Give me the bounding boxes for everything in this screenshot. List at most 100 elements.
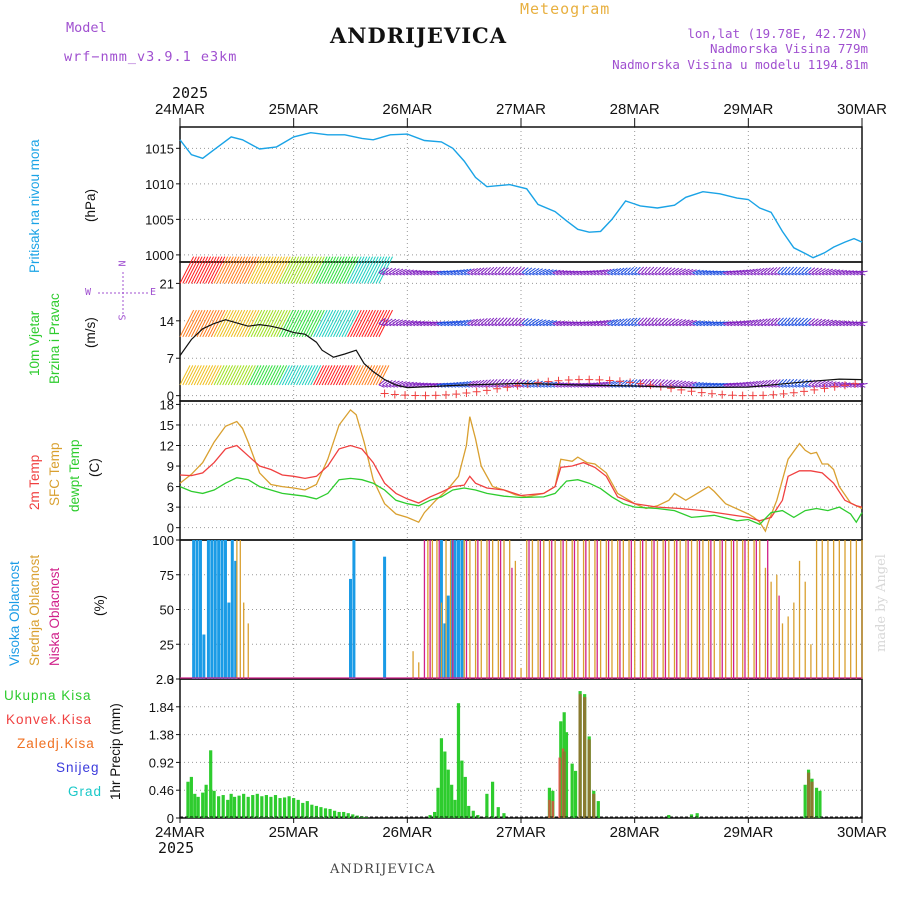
cloud-bar [787, 616, 789, 679]
wind-barb [566, 384, 573, 388]
precip-bar-mixed [578, 694, 582, 818]
wind-barb [335, 365, 347, 386]
wind-barb [716, 321, 725, 324]
wind-barb [264, 365, 276, 386]
wind-barb [399, 272, 406, 276]
wind-barb [620, 267, 628, 274]
precip-bar [310, 804, 314, 818]
wind-barb [607, 323, 614, 327]
wind-barb [750, 380, 758, 386]
cloud-bar [755, 540, 757, 679]
wind-barb [730, 382, 739, 386]
wind-barb [261, 365, 273, 386]
wind-barb [791, 384, 798, 388]
wind-barb [644, 272, 651, 276]
wind-barb [273, 256, 288, 284]
wind-barb [416, 382, 425, 386]
wind-barb [695, 382, 704, 386]
wind-barb [484, 267, 491, 274]
wind-barb [641, 266, 648, 274]
wind-barb [787, 378, 795, 386]
wind-barb [426, 270, 435, 274]
wind-barb [310, 309, 325, 338]
wind-barb [273, 309, 288, 338]
wind-barb [253, 365, 265, 386]
wind-barb [484, 317, 491, 324]
cloud-bar [562, 540, 564, 679]
wind-gust-marker [820, 384, 829, 393]
wind-barb [716, 382, 725, 386]
wind-barb [845, 321, 854, 324]
wind-barb [556, 270, 565, 274]
wind-barb [774, 384, 781, 388]
y-tick-label: 3 [167, 500, 174, 515]
wind-barb [798, 317, 805, 324]
wind-barb [842, 320, 851, 324]
precip-bar [485, 793, 489, 818]
cloud-bar [213, 540, 217, 679]
wind-barb [236, 256, 251, 284]
wind-barb [213, 365, 225, 386]
wind-barb [811, 272, 818, 276]
wind-barb [842, 270, 851, 274]
wind-barb [685, 381, 694, 386]
wind-barb [556, 272, 562, 276]
wind-barb [552, 269, 561, 274]
y-tick-label: 15 [160, 418, 174, 433]
cloud-bar [634, 540, 636, 679]
cloud-bar [759, 540, 761, 679]
wind-barb [423, 323, 429, 327]
wind-barb [825, 268, 834, 274]
wind-barb [787, 323, 794, 327]
wind-barb [284, 309, 300, 338]
wind-barb [210, 365, 222, 386]
wind-barb [453, 269, 462, 274]
cloud-bar [488, 540, 490, 679]
wind-barb [284, 256, 300, 284]
wind-barb [518, 379, 526, 386]
wind-barb [859, 382, 868, 386]
wind-barb [607, 319, 615, 324]
cloud-bar [838, 540, 840, 679]
wind-barb [416, 323, 423, 327]
wind-barb [573, 270, 582, 274]
wind-barb [723, 323, 730, 327]
wind-barb [477, 272, 484, 276]
wind-barb [443, 323, 450, 327]
wind-barb [586, 272, 593, 276]
wind-barb [753, 272, 760, 276]
wind-barb [777, 323, 784, 327]
wind-barb [538, 319, 547, 324]
wind-barb [327, 256, 342, 284]
wind-barb [321, 256, 337, 284]
wind-barb [828, 272, 835, 276]
wind-barb [388, 318, 397, 324]
wind-barb [369, 309, 385, 338]
wind-barb [460, 381, 469, 386]
cloud-bar [511, 567, 513, 679]
wind-barb [675, 323, 682, 327]
wind-barb [352, 256, 368, 284]
wind-barb [562, 321, 571, 324]
wind-barb [784, 384, 791, 388]
cloud-bar [861, 540, 863, 679]
wind-barb [852, 321, 861, 324]
wind-barb [542, 323, 549, 327]
wind-barb [538, 268, 547, 274]
cloud-bar [234, 560, 238, 679]
cloud-bar [747, 540, 750, 679]
wind-barb [521, 384, 528, 388]
wind-barb [199, 309, 214, 338]
wind-barb [324, 256, 339, 284]
wind-gust-marker [615, 377, 624, 386]
wind-barb [416, 272, 423, 276]
cloud-bar [202, 634, 206, 679]
wind-gust-marker [493, 384, 502, 393]
temp-line-sfc [179, 408, 863, 533]
wind-barb [549, 384, 556, 388]
wind-barb [402, 323, 409, 327]
cloud-bar [192, 540, 196, 679]
wind-barb [313, 365, 324, 386]
wind-barb [682, 323, 689, 327]
year-bottom: 2025 [158, 839, 195, 857]
